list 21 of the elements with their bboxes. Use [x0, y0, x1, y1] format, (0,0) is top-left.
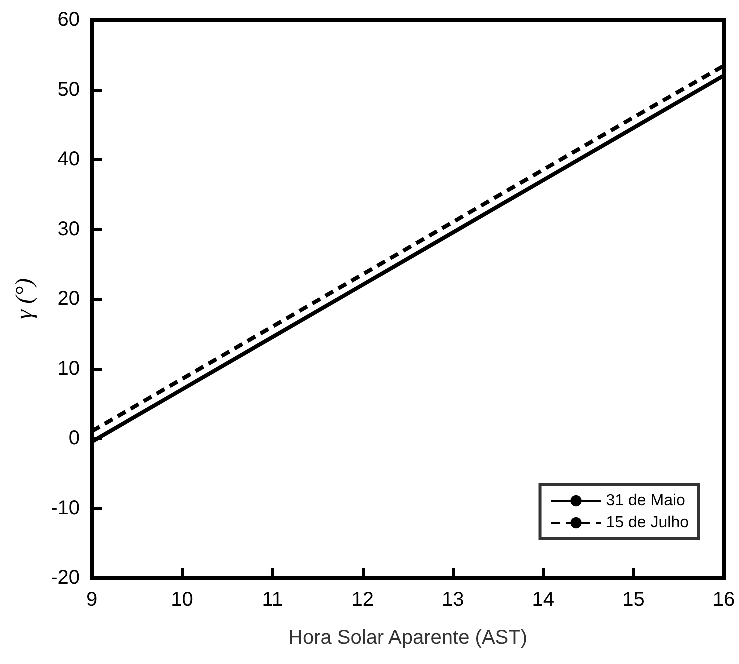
y-tick-label: 40 [58, 148, 80, 170]
legend-label: 15 de Julho [606, 514, 690, 532]
legend-label: 31 de Maio [606, 492, 686, 510]
x-tick-label: 10 [171, 589, 194, 611]
y-tick-label: 10 [58, 358, 80, 380]
x-tick-label: 9 [86, 589, 98, 611]
x-tick-label: 14 [532, 589, 555, 611]
y-tick-label: -20 [51, 567, 80, 589]
x-tick-label: 16 [712, 589, 736, 611]
x-tick-label: 11 [262, 589, 283, 611]
x-tick-label: 13 [442, 589, 464, 611]
y-tick-label: 50 [58, 78, 80, 101]
y-tick-label: 30 [58, 218, 80, 240]
y-tick-label: 60 [58, 9, 80, 31]
y-tick-label: -10 [51, 497, 80, 520]
x-tick-label: 12 [352, 589, 374, 611]
y-tick-label: 0 [68, 428, 80, 450]
x-axis-title: Hora Solar Aparente (AST) [288, 627, 528, 649]
y-axis-title: γ (°) [12, 278, 38, 320]
y-tick-label: 20 [58, 288, 80, 310]
x-tick-label: 15 [622, 589, 645, 611]
